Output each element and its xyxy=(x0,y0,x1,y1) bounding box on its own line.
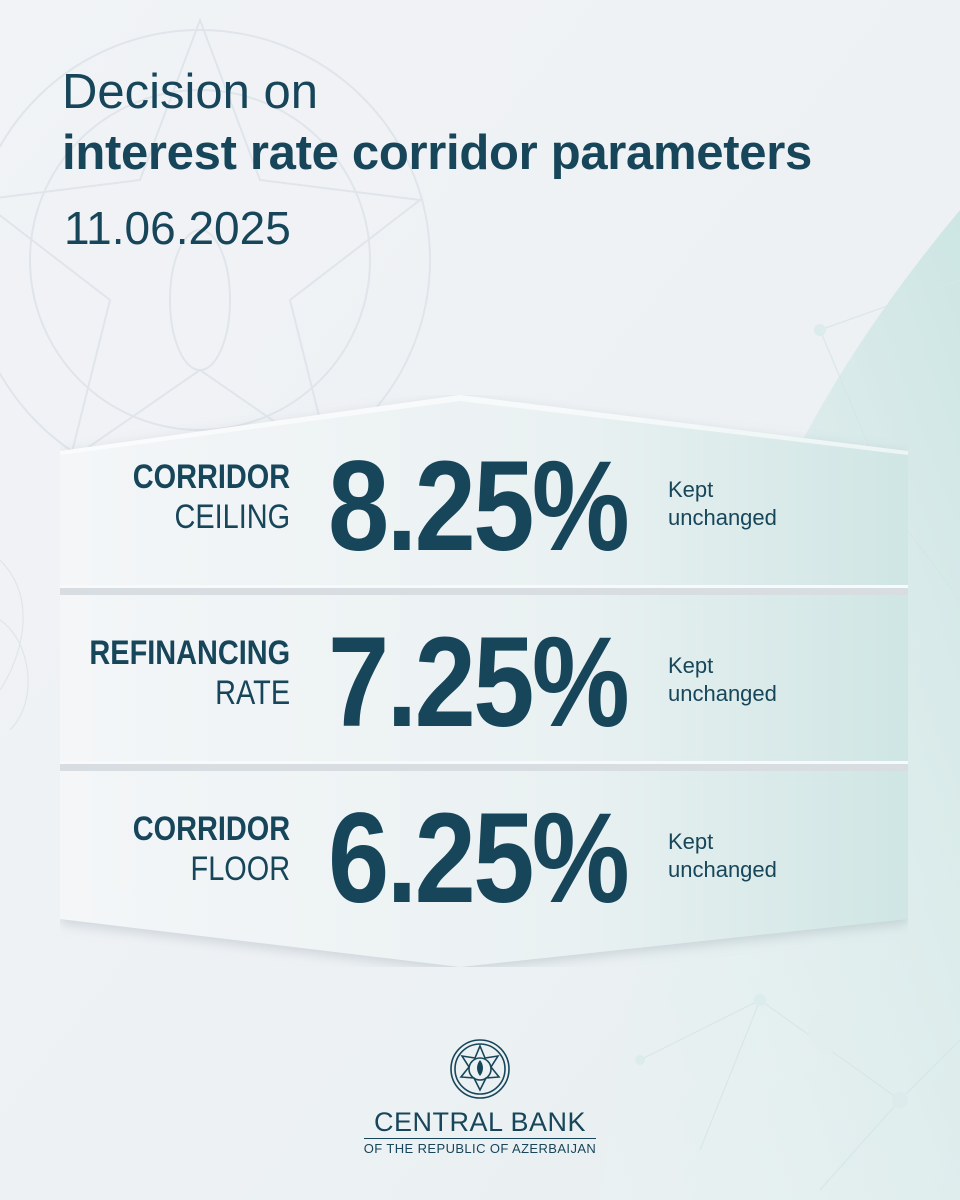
decision-date: 11.06.2025 xyxy=(64,202,291,254)
rate-value: 6.25% xyxy=(328,787,630,930)
rate-label-line-2: RATE xyxy=(215,674,290,712)
rate-status-line-2: unchanged xyxy=(668,505,777,530)
bank-subtitle: OF THE REPUBLIC OF AZERBAIJAN xyxy=(363,1138,597,1157)
rate-label: REFINANCING RATE xyxy=(89,633,290,713)
rate-status: Kept unchanged xyxy=(668,828,828,884)
rate-status-line-2: unchanged xyxy=(668,681,777,706)
rates-panel xyxy=(60,395,908,967)
rate-label-line-1: REFINANCING xyxy=(89,634,290,672)
title-line-1: Decision on xyxy=(62,65,319,119)
bank-name: CENTRAL BANK xyxy=(373,1107,587,1137)
azerbaijan-emblem-icon xyxy=(450,1039,510,1099)
title-line-2: interest rate corridor parameters xyxy=(62,126,812,180)
rate-status: Kept unchanged xyxy=(668,476,828,532)
rate-label-line-1: CORRIDOR xyxy=(132,810,290,848)
rate-label-line-2: FLOOR xyxy=(190,850,290,888)
rate-label: CORRIDOR FLOOR xyxy=(133,809,290,889)
rate-status-line-2: unchanged xyxy=(668,857,777,882)
rate-status-line-1: Kept xyxy=(668,477,714,502)
rate-label-line-1: CORRIDOR xyxy=(132,458,290,496)
rate-status: Kept unchanged xyxy=(668,652,828,708)
rate-row-corridor-floor: CORRIDOR FLOOR 6.25% Kept unchanged xyxy=(60,782,908,942)
rate-row-corridor-ceiling: CORRIDOR CEILING 8.25% Kept unchanged xyxy=(60,430,908,590)
rate-value: 7.25% xyxy=(328,611,630,754)
rate-row-refinancing-rate: REFINANCING RATE 7.25% Kept unchanged xyxy=(60,606,908,766)
rate-status-line-1: Kept xyxy=(668,653,714,678)
title-block: Decision on interest rate corridor param… xyxy=(62,62,812,184)
rate-value: 8.25% xyxy=(328,435,630,578)
rate-status-line-1: Kept xyxy=(668,829,714,854)
central-bank-logo: CENTRAL BANK OF THE REPUBLIC OF AZERBAIJ… xyxy=(360,1038,600,1158)
rate-label: CORRIDOR CEILING xyxy=(133,457,290,537)
rate-label-line-2: CEILING xyxy=(174,498,290,536)
